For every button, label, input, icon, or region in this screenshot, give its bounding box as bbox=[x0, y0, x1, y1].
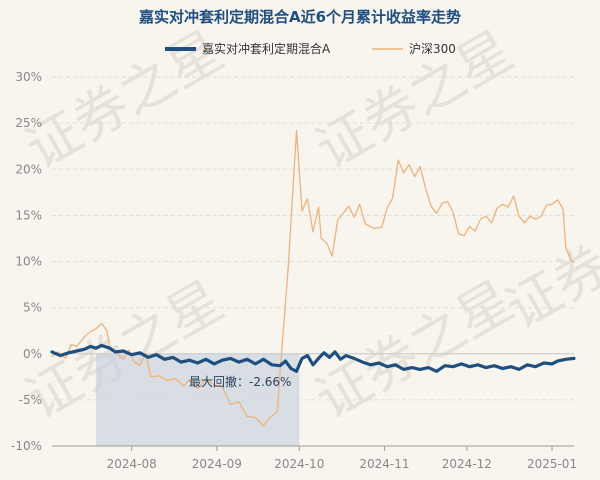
series-line-fund bbox=[50, 343, 576, 373]
legend-label-index: 沪深300 bbox=[409, 42, 456, 56]
series-line-index bbox=[51, 129, 575, 427]
y-tick-label-2: 0% bbox=[23, 347, 42, 361]
watermark-text-0: 证券之星 bbox=[15, 19, 234, 182]
chart-title: 嘉实对冲套利定期混合A近6个月累计收益率走势 bbox=[138, 8, 461, 26]
y-tick-label-5: 15% bbox=[15, 208, 42, 222]
y-tick-label-8: 30% bbox=[15, 70, 42, 84]
x-tick-label-2: 2024-10 bbox=[274, 457, 324, 471]
x-tick-label-0: 2024-08 bbox=[107, 457, 157, 471]
x-tick-label-3: 2024-11 bbox=[359, 457, 409, 471]
y-tick-label-0: -10% bbox=[11, 439, 42, 453]
legend: 嘉实对冲套利定期混合A 沪深300 bbox=[165, 41, 456, 56]
y-tick-label-6: 20% bbox=[15, 162, 42, 176]
axes: -10% -5% 0% 5% 10% 15% 20% 25% 30% 2024-08 2024-09… bbox=[11, 70, 577, 471]
max-drawdown-band bbox=[95, 353, 300, 446]
x-tick-label-1: 2024-09 bbox=[192, 457, 242, 471]
max-drawdown-area bbox=[95, 353, 300, 446]
y-tick-label-1: -5% bbox=[19, 393, 42, 407]
legend-label-fund: 嘉实对冲套利定期混合A bbox=[202, 41, 331, 56]
max-drawdown-label: 最大回撤：-2.66% bbox=[189, 374, 291, 389]
y-tick-label-4: 10% bbox=[15, 255, 42, 269]
x-tick-label-4: 2024-12 bbox=[442, 457, 492, 471]
watermark-text-3: 证券之星 bbox=[305, 269, 524, 432]
y-tick-label-3: 5% bbox=[23, 301, 42, 315]
series-lines bbox=[50, 129, 576, 427]
gridlines bbox=[52, 76, 574, 447]
x-tick-label-5: 2025-01 bbox=[527, 457, 577, 471]
y-tick-label-7: 25% bbox=[15, 116, 42, 130]
